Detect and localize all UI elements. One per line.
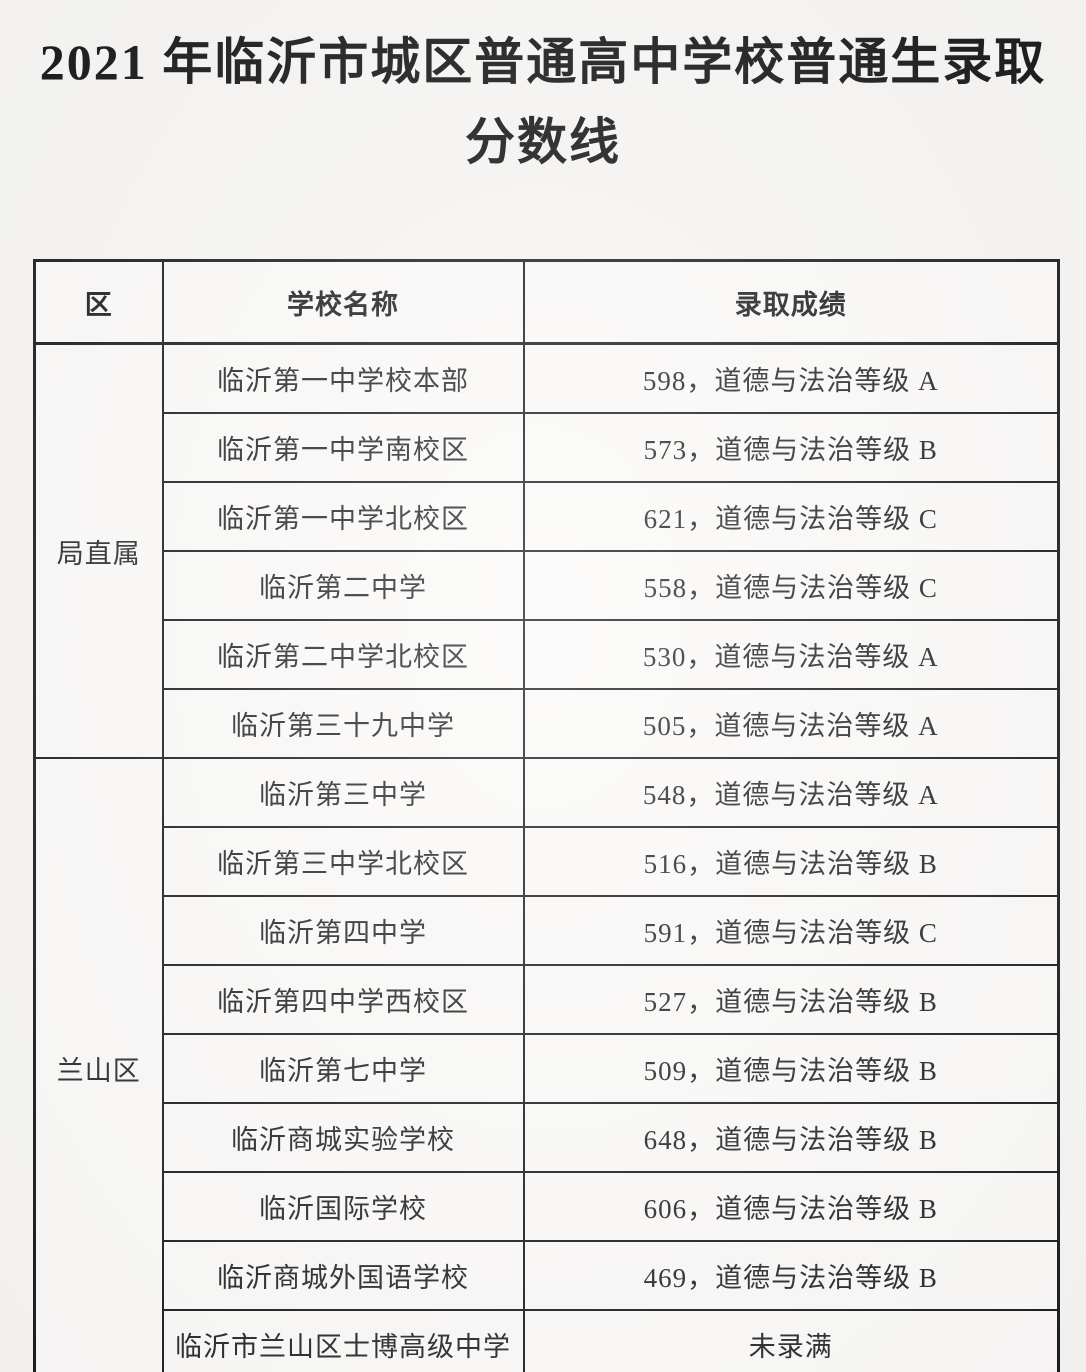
school-name-cell: 临沂第一中学北校区 bbox=[161, 481, 525, 552]
score-cell: 505，道德与法治等级 A bbox=[522, 688, 1060, 759]
table-header: 区 学校名称 录取成绩 bbox=[33, 259, 1060, 345]
school-name-cell: 临沂第七中学 bbox=[161, 1033, 525, 1104]
score-cell: 591，道德与法治等级 C bbox=[522, 895, 1060, 966]
document-title: 2021 年临沂市城区普通高中学校普通生录取 分数线 bbox=[0, 0, 1086, 182]
title-line-1: 2021 年临沂市城区普通高中学校普通生录取 bbox=[39, 34, 1047, 90]
school-name-cell: 临沂第二中学 bbox=[161, 550, 525, 621]
table-row: 临沂第三十九中学 505，道德与法治等级 A bbox=[35, 688, 1060, 759]
table-row: 临沂国际学校 606，道德与法治等级 B bbox=[35, 1171, 1060, 1242]
table-row: 临沂第四中学 591，道德与法治等级 C bbox=[35, 895, 1060, 966]
district-cell: 兰山区 bbox=[33, 757, 164, 1372]
score-cell: 未录满 bbox=[522, 1309, 1060, 1372]
table-row: 兰山区 临沂第三中学 548，道德与法治等级 A bbox=[33, 757, 1060, 1372]
table-body: 局直属 临沂第一中学校本部 598，道德与法治等级 A 临沂第一中学南校区 573，道德… bbox=[33, 342, 1060, 1372]
score-cell: 621，道德与法治等级 C bbox=[522, 481, 1060, 552]
header-row: 区 学校名称 录取成绩 bbox=[33, 259, 1060, 345]
school-name-cell: 临沂国际学校 bbox=[161, 1171, 525, 1242]
school-name-cell: 临沂第四中学西校区 bbox=[161, 964, 525, 1035]
district-cell: 局直属 bbox=[33, 342, 164, 759]
table-row: 临沂第二中学北校区 530，道德与法治等级 A bbox=[35, 619, 1060, 690]
school-name-cell: 临沂商城实验学校 bbox=[161, 1102, 525, 1173]
header-school-name: 学校名称 bbox=[161, 259, 525, 345]
table-row: 临沂第三中学北校区 516，道德与法治等级 B bbox=[35, 826, 1060, 897]
table-row: 临沂商城实验学校 648，道德与法治等级 B bbox=[35, 1102, 1060, 1173]
table-row: 临沂第二中学 558，道德与法治等级 C bbox=[35, 550, 1060, 621]
score-cell: 469，道德与法治等级 B bbox=[522, 1240, 1060, 1311]
table-row: 临沂第七中学 509，道德与法治等级 B bbox=[35, 1033, 1060, 1104]
admission-score-table: 区 学校名称 录取成绩 局直属 临沂第一中学校本部 598，道德与法治等级 A 临沂第… bbox=[33, 259, 1060, 1372]
table-row: 临沂市兰山区士博高级中学 未录满 bbox=[35, 1309, 1060, 1372]
score-cell: 648，道德与法治等级 B bbox=[522, 1102, 1060, 1173]
header-district: 区 bbox=[33, 259, 164, 345]
score-cell: 516，道德与法治等级 B bbox=[522, 826, 1060, 897]
header-admission-score: 录取成绩 bbox=[522, 259, 1060, 345]
school-name-cell: 临沂商城外国语学校 bbox=[161, 1240, 525, 1311]
score-cell: 598，道德与法治等级 A bbox=[522, 342, 1060, 414]
school-name-cell: 临沂第一中学校本部 bbox=[161, 342, 525, 414]
table-row: 临沂第一中学南校区 573，道德与法治等级 B bbox=[35, 412, 1060, 483]
score-cell: 558，道德与法治等级 C bbox=[522, 550, 1060, 621]
score-cell: 527，道德与法治等级 B bbox=[522, 964, 1060, 1035]
table-row: 临沂第四中学西校区 527，道德与法治等级 B bbox=[35, 964, 1060, 1035]
table-row: 临沂商城外国语学校 469，道德与法治等级 B bbox=[35, 1240, 1060, 1311]
score-cell: 509，道德与法治等级 B bbox=[522, 1033, 1060, 1104]
school-name-cell: 临沂第四中学 bbox=[161, 895, 525, 966]
table-row: 临沂第一中学北校区 621，道德与法治等级 C bbox=[35, 481, 1060, 552]
school-name-cell: 临沂第一中学南校区 bbox=[161, 412, 525, 483]
score-cell: 530，道德与法治等级 A bbox=[522, 619, 1060, 690]
score-cell: 606，道德与法治等级 B bbox=[522, 1171, 1060, 1242]
school-name-cell: 临沂第二中学北校区 bbox=[161, 619, 525, 690]
school-name-cell: 临沂第三十九中学 bbox=[161, 688, 525, 759]
score-cell: 548，道德与法治等级 A bbox=[522, 757, 1060, 828]
title-line-2: 分数线 bbox=[465, 114, 621, 170]
school-name-cell: 临沂第三中学 bbox=[161, 757, 525, 828]
table-row: 局直属 临沂第一中学校本部 598，道德与法治等级 A bbox=[33, 342, 1060, 759]
school-name-cell: 临沂市兰山区士博高级中学 bbox=[161, 1309, 525, 1372]
score-cell: 573，道德与法治等级 B bbox=[522, 412, 1060, 483]
school-name-cell: 临沂第三中学北校区 bbox=[161, 826, 525, 897]
